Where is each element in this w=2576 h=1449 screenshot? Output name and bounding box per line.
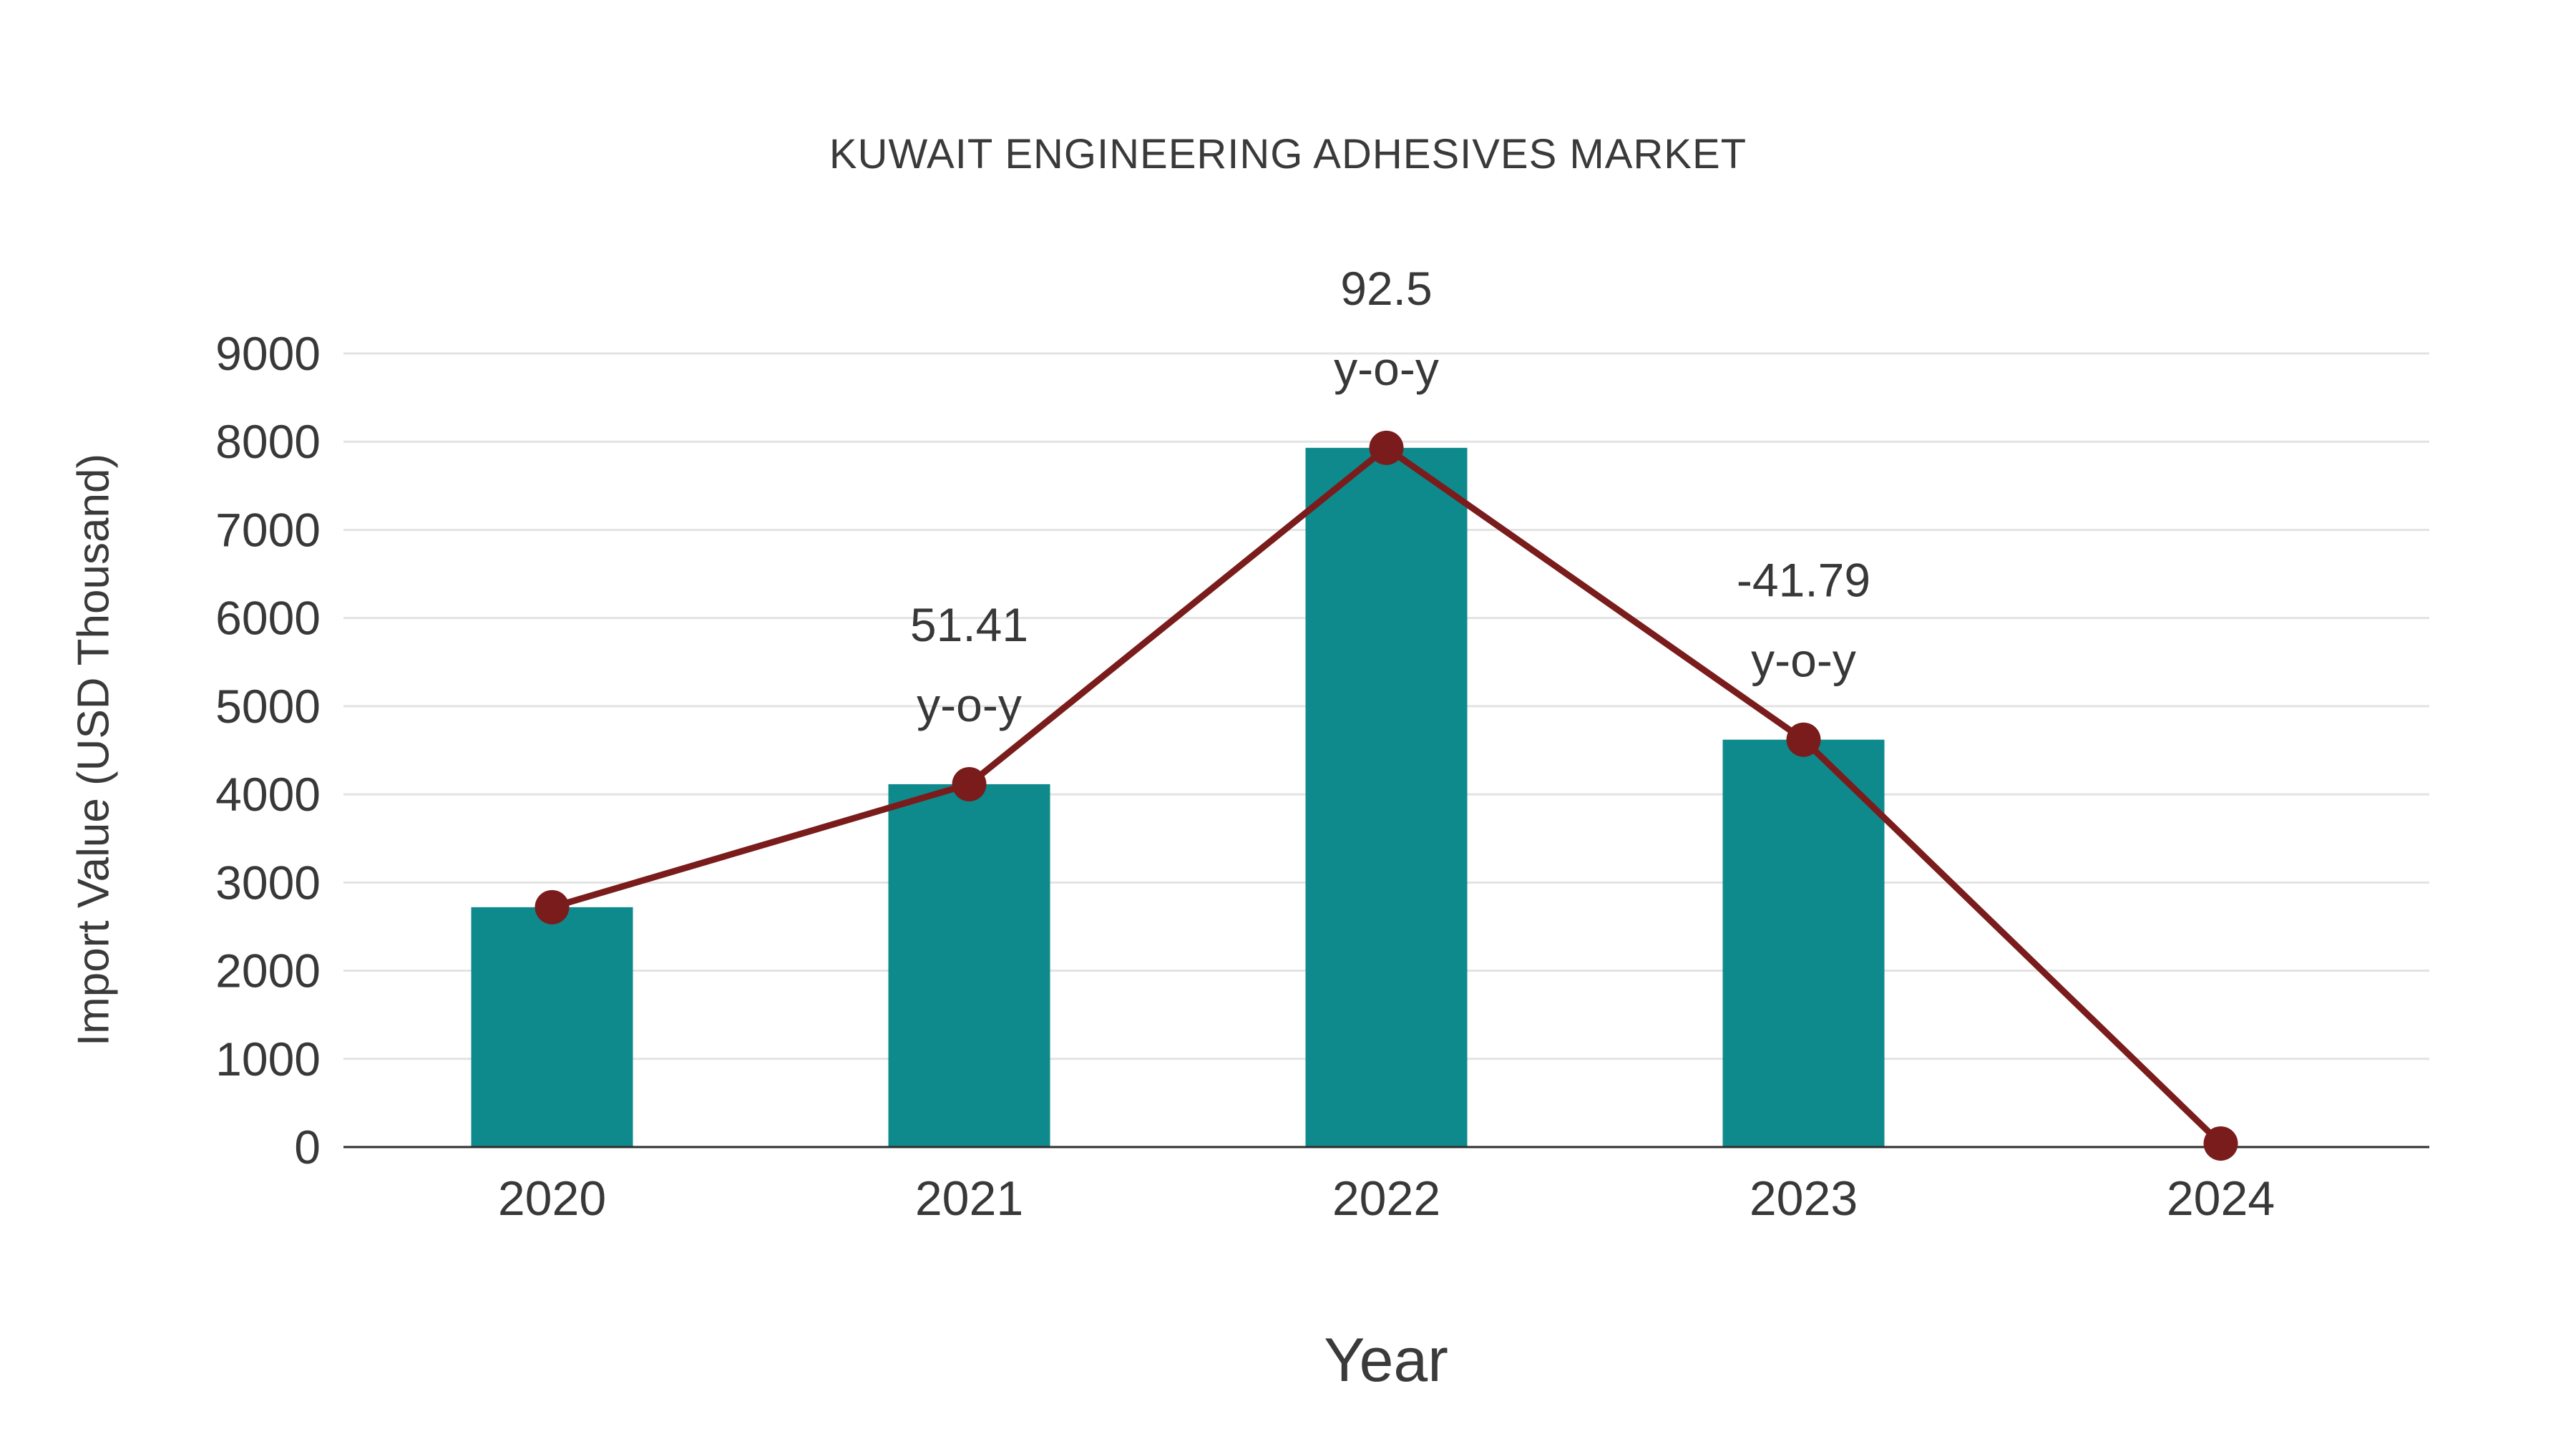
x-tick-label-2020: 2020	[498, 1171, 606, 1226]
y-tick-label: 9000	[215, 327, 321, 380]
y-tick-label: 6000	[215, 592, 321, 645]
marker-2023	[1786, 722, 1821, 757]
annotation-yoy-2021: y-o-y	[917, 678, 1022, 731]
y-tick-label: 3000	[215, 856, 321, 909]
y-tick-label: 8000	[215, 415, 321, 468]
annotation-value-2022: 92.5	[1340, 262, 1432, 315]
bar-2020	[471, 907, 633, 1147]
y-tick-label: 7000	[215, 503, 321, 556]
x-tick-label-2022: 2022	[1332, 1171, 1440, 1226]
annotation-value-2023: -41.79	[1737, 554, 1870, 607]
x-tick-label-2023: 2023	[1750, 1171, 1858, 1226]
y-tick-label: 0	[294, 1121, 321, 1174]
annotation-yoy-2023: y-o-y	[1751, 634, 1856, 687]
marker-2021	[952, 766, 987, 801]
annotation-yoy-2022: y-o-y	[1334, 342, 1439, 395]
marker-2020	[535, 889, 570, 924]
y-tick-label: 4000	[215, 768, 321, 821]
bar-2023	[1722, 739, 1885, 1147]
marker-2024	[2203, 1126, 2238, 1161]
x-tick-label-2024: 2024	[2167, 1171, 2275, 1226]
x-axis-label: Year	[1324, 1326, 1448, 1395]
chart-title: KUWAIT ENGINEERING ADHESIVES MARKET	[829, 131, 1747, 177]
y-tick-label: 5000	[215, 680, 321, 733]
y-tick-label: 2000	[215, 945, 321, 997]
annotation-value-2021: 51.41	[910, 598, 1028, 651]
y-tick-label: 1000	[215, 1033, 321, 1085]
bar-2022	[1305, 447, 1468, 1147]
bar-2021	[888, 784, 1050, 1147]
marker-2022	[1369, 430, 1404, 465]
x-tick-label-2021: 2021	[915, 1171, 1023, 1226]
